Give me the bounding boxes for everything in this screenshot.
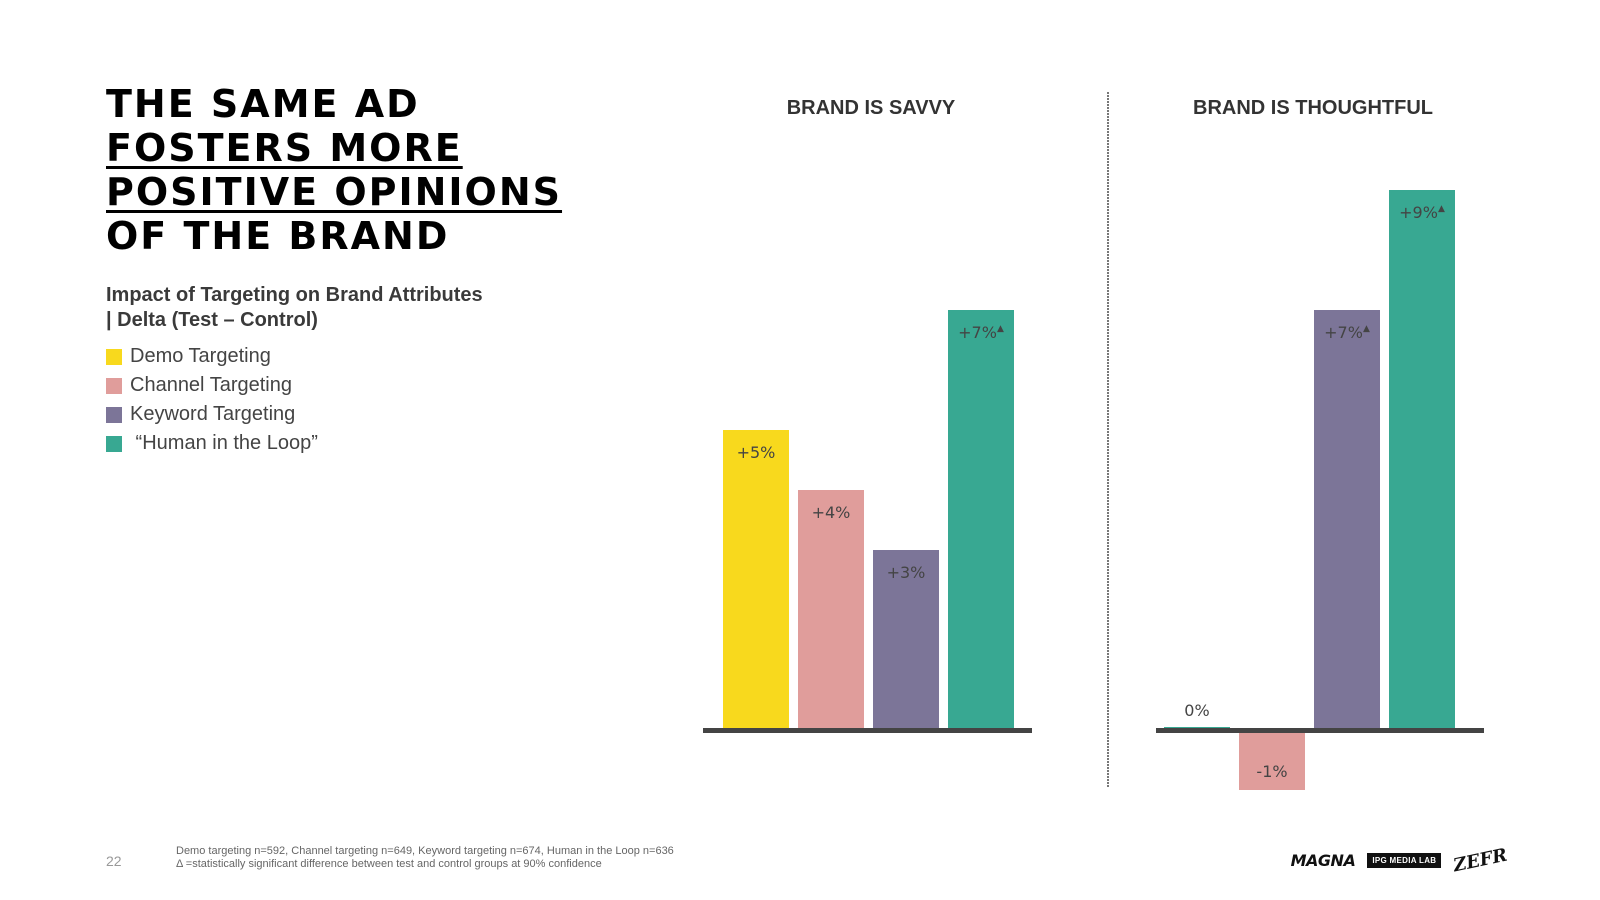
chart-subtitle: Impact of Targeting on Brand Attributes … <box>106 283 526 333</box>
subtitle-line: | Delta (Test – Control) <box>106 309 318 331</box>
x-axis-baseline <box>703 728 1032 733</box>
legend-label: Channel Targeting <box>130 374 292 396</box>
bar-value-label: +7%▲ <box>1324 323 1370 342</box>
significance-marker: ▲ <box>1438 204 1445 214</box>
bar-value-label: +5% <box>737 443 776 462</box>
bar <box>1239 730 1305 790</box>
footnote-sample-sizes: Demo targeting n=592, Channel targeting … <box>176 845 674 857</box>
footnote-significance: Δ =statistically significant difference … <box>176 858 602 870</box>
bar-value-label: -1% <box>1256 762 1287 781</box>
legend-item-channel: Channel Targeting <box>106 371 318 400</box>
headline-line-underlined: POSITIVE OPINIONS <box>106 170 563 214</box>
bar <box>723 430 789 730</box>
legend-item-human-in-the-loop: “Human in the Loop” <box>106 429 318 458</box>
legend-label: Demo Targeting <box>130 345 271 367</box>
ipg-media-lab-logo: IPG MEDIA LAB <box>1367 853 1442 868</box>
bar <box>798 490 864 730</box>
legend-swatch <box>106 435 122 452</box>
significance-marker: ▲ <box>997 324 1004 334</box>
x-axis-baseline <box>1156 728 1484 733</box>
legend: Demo Targeting Channel Targeting Keyword… <box>106 342 318 458</box>
bar <box>1314 310 1380 730</box>
page-number: 22 <box>106 853 122 869</box>
legend-item-demo: Demo Targeting <box>106 342 318 371</box>
legend-swatch <box>106 377 122 394</box>
bar <box>1389 190 1455 730</box>
bar-value-label: +3% <box>887 563 926 582</box>
bar <box>873 550 939 730</box>
legend-item-keyword: Keyword Targeting <box>106 400 318 429</box>
legend-swatch <box>106 406 122 423</box>
bar <box>948 310 1014 730</box>
bar-value-label: +7%▲ <box>958 323 1004 342</box>
headline-line: THE SAME AD <box>106 82 420 126</box>
legend-label: “Human in the Loop” <box>130 432 318 454</box>
headline-line: OF THE BRAND <box>106 214 450 258</box>
headline-line-underlined: FOSTERS MORE <box>106 126 463 170</box>
subtitle-line: Impact of Targeting on Brand Attributes <box>106 284 483 306</box>
partner-logos: MAGNA IPG MEDIA LAB ZEFR <box>1290 845 1510 877</box>
magna-logo: MAGNA <box>1290 851 1356 870</box>
legend-label: Keyword Targeting <box>130 403 296 425</box>
bar-value-label: 0% <box>1184 701 1209 720</box>
bar-value-label: +9%▲ <box>1399 203 1445 222</box>
headline: THE SAME AD FOSTERS MORE POSITIVE OPINIO… <box>106 82 562 258</box>
chart-title: BRAND IS THOUGHTFUL <box>1193 97 1433 119</box>
bar-value-label: +4% <box>812 503 851 522</box>
chart-title: BRAND IS SAVVY <box>787 97 956 119</box>
footnote: Demo targeting n=592, Channel targeting … <box>176 845 674 871</box>
legend-swatch <box>106 348 122 365</box>
significance-marker: ▲ <box>1363 324 1370 334</box>
